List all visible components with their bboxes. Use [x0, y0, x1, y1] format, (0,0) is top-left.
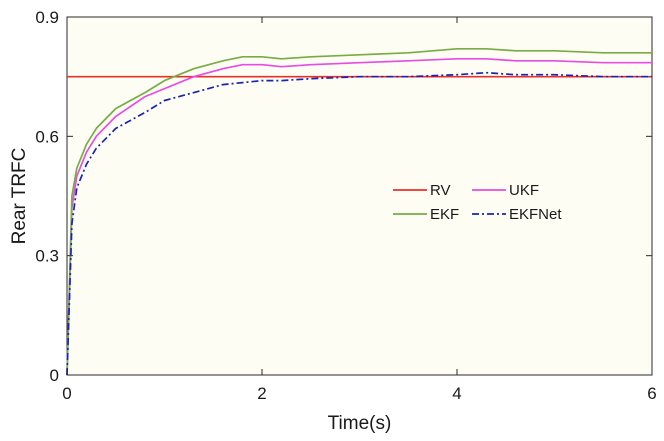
legend-label-ekf: EKF — [430, 206, 459, 223]
legend: RV UKF EKF EKFNet — [393, 182, 562, 223]
y-axis-label: Rear TRFC — [9, 148, 30, 245]
series-line-ukf — [66, 57, 652, 376]
series-line-ekf — [66, 47, 652, 376]
series-layer — [66, 47, 652, 376]
x-axis-label: Time(s) — [328, 413, 392, 434]
series-line-ekfnet — [66, 71, 652, 376]
legend-label-rv: RV — [430, 182, 451, 199]
legend-label-ukf: UKF — [509, 182, 539, 199]
y-tick-label: 0 — [50, 366, 59, 385]
y-tick-label: 0.3 — [35, 247, 59, 266]
x-tick-label: 0 — [62, 384, 71, 403]
x-tick-label: 4 — [452, 384, 461, 403]
y-tick-label: 0.9 — [35, 8, 59, 27]
y-tick-label: 0.6 — [35, 127, 59, 146]
plot-area — [66, 16, 653, 376]
ticks-layer: 0 2 4 6 0 0.3 0.6 0.9 — [35, 8, 656, 403]
x-tick-label: 6 — [647, 384, 656, 403]
x-tick-label: 2 — [257, 384, 266, 403]
legend-label-ekfnet: EKFNet — [509, 206, 562, 223]
